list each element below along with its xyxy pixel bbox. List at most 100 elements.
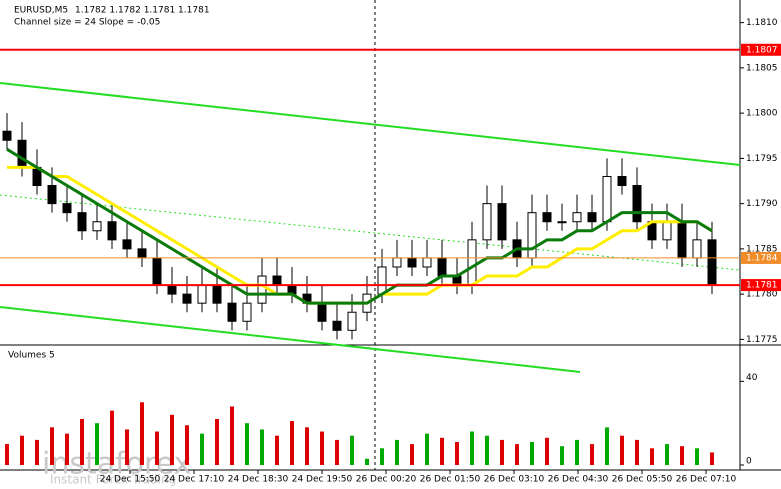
candle-body xyxy=(467,239,477,286)
level-box xyxy=(741,251,781,264)
candle-body xyxy=(632,185,642,223)
candle-body xyxy=(437,257,447,277)
candle-body xyxy=(587,212,597,223)
volume-bar xyxy=(605,427,609,465)
volume-bar xyxy=(665,444,669,465)
volume-bar xyxy=(590,444,594,465)
volume-bar xyxy=(485,435,489,465)
candle-body xyxy=(497,203,507,241)
volume-bar xyxy=(230,406,234,465)
volume-bar xyxy=(320,431,324,465)
level-label: 1.1807 xyxy=(746,45,778,55)
volume-bar xyxy=(650,448,654,465)
y-tick-label: 1.1795 xyxy=(746,154,778,164)
volume-bar xyxy=(20,435,24,465)
y-tick-label: 1.1785 xyxy=(746,244,778,254)
y-tick-label: 1.1800 xyxy=(746,109,778,119)
x-tick-label: 24 Dec 19:50 xyxy=(292,475,353,485)
volume-tick-label: 0 xyxy=(746,457,752,467)
level-label: 1.1784 xyxy=(746,253,778,263)
candle-body xyxy=(557,221,567,224)
candle-body xyxy=(122,239,132,250)
y-tick-label: 1.1805 xyxy=(746,63,778,73)
x-tick-label: 24 Dec 15:50 xyxy=(100,475,161,485)
volume-bar xyxy=(620,435,624,465)
x-tick-label: 26 Dec 05:50 xyxy=(612,475,673,485)
volume-bar xyxy=(695,448,699,465)
candle-body xyxy=(707,239,717,286)
volume-bar xyxy=(470,431,474,465)
candle-body xyxy=(392,257,402,268)
volume-bar xyxy=(65,433,69,465)
moving-average xyxy=(6,148,713,305)
volume-bar xyxy=(635,439,639,465)
volume-bar xyxy=(530,442,534,465)
candle-body xyxy=(347,311,357,331)
candle-body xyxy=(182,293,192,304)
marks: 1.18101.18051.18001.17951.17901.17851.17… xyxy=(0,18,781,485)
volume-bar xyxy=(500,439,504,465)
channel-lower xyxy=(0,306,581,373)
candle-body xyxy=(47,185,57,205)
candle-body xyxy=(662,221,672,241)
subtitle: Channel size = 24 Slope = -0.05 xyxy=(14,18,160,28)
channel-middle xyxy=(0,194,741,271)
candle-body xyxy=(257,275,267,304)
volume-bar xyxy=(560,446,564,465)
candle-body xyxy=(542,212,552,223)
y-tick-label: 1.1775 xyxy=(746,335,778,345)
level-box xyxy=(741,43,781,56)
volume-bar xyxy=(185,425,189,465)
y-tick-label: 1.1810 xyxy=(746,18,778,28)
volume-bar xyxy=(395,439,399,465)
y-tick-label: 1.1780 xyxy=(746,290,778,300)
candle-body xyxy=(272,275,282,286)
volume-bar xyxy=(200,433,204,465)
volume-bar xyxy=(710,452,714,465)
volume-bar xyxy=(95,423,99,465)
volume-bar xyxy=(305,427,309,465)
candle-body xyxy=(17,139,27,168)
volume-bar xyxy=(350,435,354,465)
candle-body xyxy=(152,257,162,286)
candle-body xyxy=(527,212,537,259)
volume-bar xyxy=(440,437,444,465)
volume-bar xyxy=(275,435,279,465)
volume-bar xyxy=(680,446,684,465)
volume-bar xyxy=(515,444,519,465)
x-tick-label: 26 Dec 04:30 xyxy=(548,475,609,485)
candle-body xyxy=(677,221,687,259)
volume-bar xyxy=(425,433,429,465)
channel-upper xyxy=(0,82,741,166)
candle-body xyxy=(422,257,432,268)
volume-bar xyxy=(335,439,339,465)
volume-bar xyxy=(380,448,384,465)
y-tick-label: 1.1790 xyxy=(746,199,778,209)
volume-tick-label: 40 xyxy=(746,373,758,383)
volume-bar xyxy=(260,429,264,465)
volume-bar xyxy=(365,458,369,465)
candle-body xyxy=(197,284,207,304)
volume-bar xyxy=(410,444,414,465)
volume-bar xyxy=(575,439,579,465)
candle-body xyxy=(212,284,222,304)
candle-body xyxy=(332,320,342,331)
candle-body xyxy=(227,302,237,322)
volume-bar xyxy=(455,442,459,465)
volume-title: Volumes 5 xyxy=(8,351,55,361)
candle-body xyxy=(167,284,177,295)
volume-bar xyxy=(125,429,129,465)
x-tick-label: 24 Dec 18:30 xyxy=(228,475,289,485)
volume-bar xyxy=(215,419,219,465)
volume-bar xyxy=(35,439,39,465)
watermark-tagline: Instant Forex Trading xyxy=(50,473,176,487)
candle-body xyxy=(242,302,252,322)
candle-body xyxy=(92,221,102,232)
volume-bar xyxy=(155,431,159,465)
candle-body xyxy=(572,212,582,223)
volume-bar xyxy=(170,414,174,465)
candle-body xyxy=(482,203,492,241)
